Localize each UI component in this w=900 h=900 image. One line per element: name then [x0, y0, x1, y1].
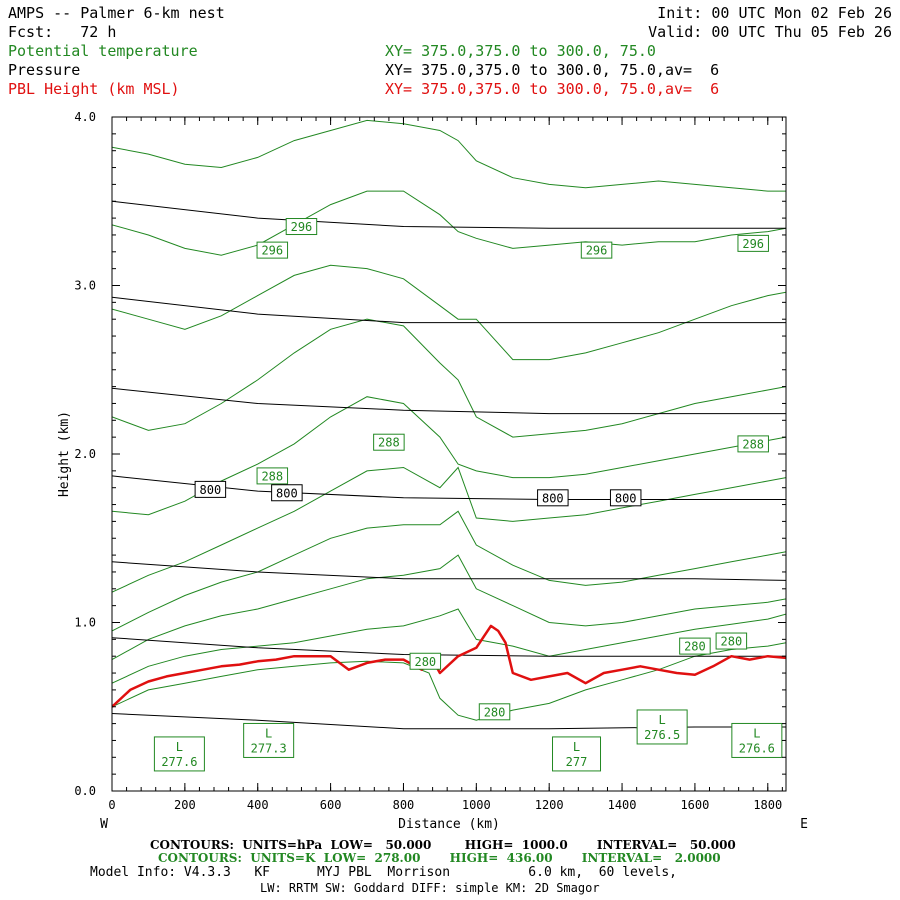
- theta-label-2: 296: [586, 244, 608, 258]
- pressure-label-2-box: [537, 489, 569, 507]
- field2-name: Pressure: [8, 61, 81, 79]
- pressure-isobar-2: [112, 561, 786, 581]
- low-label-value-4: 276.6: [739, 741, 775, 755]
- theta-label-10-box: [715, 632, 748, 650]
- theta-label-10: 280: [721, 635, 743, 649]
- y-tick-label-2: 2.0: [74, 447, 96, 461]
- x-tick-label-4: 800: [393, 798, 415, 812]
- pressure-label-0: 800: [200, 483, 222, 497]
- theta-isentrope-5: [112, 396, 786, 516]
- theta-isentrope-8: [112, 190, 786, 256]
- low-label-box-2: [552, 736, 602, 772]
- low-label-value-1: 277.3: [251, 741, 287, 755]
- forecast-hour: Fcst: 72 h: [8, 23, 117, 41]
- x-axis-label: Distance (km): [398, 817, 500, 832]
- y-tick-label-1: 1.0: [74, 616, 96, 630]
- theta-label-1-box: [256, 241, 289, 259]
- x-tick-label-9: 1800: [753, 798, 782, 812]
- field1-xy: XY= 375.0,375.0 to 300.0, 75.0: [385, 42, 656, 60]
- model-info-physics: LW: RRTM SW: Goddard DIFF: simple KM: 2D…: [260, 881, 600, 895]
- theta-label-4-box: [373, 433, 405, 451]
- theta-isentrope-1: [112, 608, 786, 684]
- theta-label-2-box: [580, 241, 613, 259]
- plot-frame: [111, 116, 787, 792]
- theta-isentrope-3: [112, 510, 786, 632]
- theta-label-5-box: [256, 467, 289, 485]
- theta-label-0: 296: [291, 220, 313, 234]
- theta-label-9-box: [679, 637, 711, 655]
- theta-isentrope-4: [112, 466, 786, 593]
- theta-label-0-box: [285, 218, 318, 236]
- chart-title: AMPS -- Palmer 6-km nest: [8, 4, 225, 22]
- field2-xy: XY= 375.0,375.0 to 300.0, 75.0,av= 6: [385, 61, 720, 79]
- x-tick-label-2: 400: [247, 798, 269, 812]
- pressure-label-2: 800: [542, 491, 564, 505]
- pressure-isobar-6: [112, 200, 786, 229]
- init-time: Init: 00 UTC Mon 02 Feb 26: [657, 4, 892, 22]
- theta-isentrope-7: [112, 264, 786, 361]
- low-label-letter-1: L: [265, 726, 272, 740]
- x-tick-label-5: 1000: [462, 798, 491, 812]
- field3-name: PBL Height (km MSL): [8, 80, 180, 98]
- low-label-value-2: 277: [566, 755, 588, 769]
- theta-isentrope-0: [112, 642, 786, 721]
- theta-label-6: 288: [742, 437, 764, 451]
- pressure-isobar-4: [112, 387, 786, 415]
- x-tick-label-1: 200: [174, 798, 196, 812]
- theta-label-7: 280: [414, 655, 436, 669]
- theta-label-9: 280: [684, 640, 706, 654]
- theta-label-1: 296: [261, 244, 283, 258]
- theta-label-8-box: [478, 703, 511, 721]
- theta-isentrope-6: [112, 318, 786, 438]
- theta-label-7-box: [409, 652, 442, 670]
- low-label-box-1: [243, 722, 295, 758]
- pressure-label-3-box: [609, 489, 642, 507]
- theta-label-8: 280: [484, 705, 506, 719]
- y-tick-label-0: 0.0: [74, 784, 96, 798]
- y-tick-label-4: 4.0: [74, 110, 96, 124]
- east-end-label: E: [800, 817, 808, 832]
- field3-xy: XY= 375.0,375.0 to 300.0, 75.0,av= 6: [385, 80, 720, 98]
- pressure-label-0-box: [194, 480, 227, 498]
- valid-time: Valid: 00 UTC Thu 05 Feb 26: [648, 23, 892, 41]
- west-end-label: W: [100, 817, 108, 832]
- theta-label-5: 288: [261, 469, 283, 483]
- y-tick-label-3: 3.0: [74, 279, 96, 293]
- field1-name: Potential temperature: [8, 42, 198, 60]
- pressure-label-1: 800: [276, 486, 298, 500]
- low-label-box-0: [153, 736, 205, 772]
- x-tick-label-7: 1400: [608, 798, 637, 812]
- low-label-letter-0: L: [176, 740, 183, 754]
- model-info: Model Info: V4.3.3 KF MYJ PBL Morrison 6…: [90, 865, 677, 880]
- pressure-isobar-5: [112, 296, 786, 324]
- pressure-isobar-1: [112, 637, 786, 657]
- x-tick-label-6: 1200: [535, 798, 564, 812]
- pressure-label-3: 800: [615, 491, 637, 505]
- pressure-isobar-3: [112, 475, 786, 500]
- x-tick-label-8: 1600: [680, 798, 709, 812]
- low-label-letter-2: L: [573, 740, 580, 754]
- low-label-box-3: [636, 709, 688, 745]
- low-label-box-4: [731, 722, 783, 758]
- pressure-contour-info: CONTOURS: UNITS=hPa LOW= 50.000 HIGH= 10…: [150, 838, 736, 852]
- theta-label-6-box: [737, 435, 769, 453]
- pressure-label-1-box: [271, 484, 303, 502]
- pbl-height-line: [112, 624, 786, 708]
- theta-label-3: 296: [742, 237, 764, 251]
- theta-isentrope-2: [112, 554, 786, 661]
- theta-label-3-box: [737, 234, 769, 252]
- low-label-letter-3: L: [659, 713, 666, 727]
- low-label-letter-4: L: [753, 726, 760, 740]
- x-tick-label-3: 600: [320, 798, 342, 812]
- low-label-value-3: 276.5: [644, 728, 680, 742]
- y-axis-label: Height (km): [57, 411, 72, 497]
- theta-label-4: 288: [378, 436, 400, 450]
- theta-contour-info: CONTOURS: UNITS=K LOW= 278.00 HIGH= 436.…: [158, 851, 721, 865]
- pressure-isobar-0: [112, 713, 786, 730]
- low-label-value-0: 277.6: [161, 755, 197, 769]
- theta-isentrope-9: [112, 119, 786, 192]
- x-tick-label-0: 0: [108, 798, 115, 812]
